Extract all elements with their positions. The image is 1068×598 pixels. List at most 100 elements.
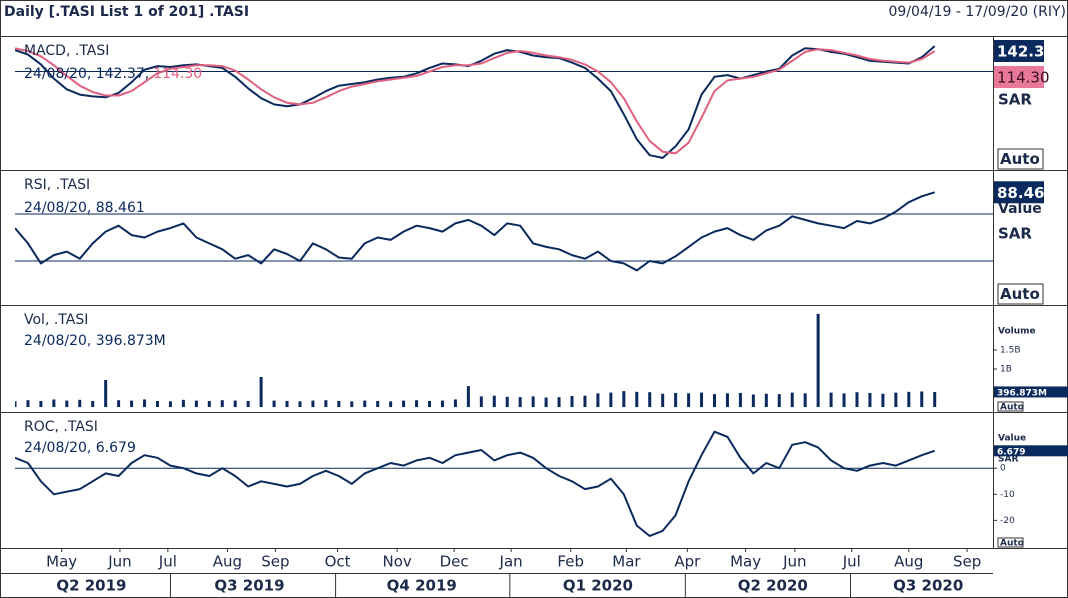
volume-bar [52, 399, 56, 408]
quarter-label: Q3 2019 [214, 577, 284, 595]
auto-label: Auto [1000, 150, 1040, 168]
volume-bar [363, 400, 367, 408]
last-value-label: 142.37 [997, 43, 1055, 61]
x-tick-label: Dec [440, 553, 469, 571]
y-tick-label: 0 [1000, 464, 1006, 474]
volume-bar [39, 400, 43, 408]
date-range: 09/04/19 - 17/09/20 (RIY) [889, 4, 1067, 20]
volume-bar [91, 400, 95, 408]
volume-bar [298, 401, 302, 408]
volume-bar [764, 393, 768, 408]
axis-label: Volume [998, 327, 1036, 337]
panel-name: ROC, .TASI [24, 419, 98, 435]
legend-entry: 24/08/20, 88.461 [24, 200, 145, 216]
volume-bar [687, 393, 691, 408]
volume-bar [829, 392, 833, 408]
y-tick-label: 1B [1000, 365, 1012, 375]
panel-name: MACD, .TASI [24, 43, 109, 59]
panel-name: RSI, .TASI [24, 177, 90, 193]
volume-bar [155, 400, 159, 408]
last-value-box [994, 40, 1044, 62]
volume-bar [492, 395, 496, 408]
x-tick-label: Jun [782, 553, 806, 571]
volume-bar [751, 394, 755, 408]
y-tick-label: -10 [1000, 490, 1015, 500]
volume-bar [233, 400, 237, 408]
plot-area [15, 430, 993, 537]
volume-bar [246, 400, 250, 408]
auto-label: Auto [1000, 403, 1024, 413]
volume-bar [803, 393, 807, 408]
volume-bar [881, 393, 885, 408]
x-tick-label: Sep [261, 553, 289, 571]
volume-bar [855, 392, 859, 408]
auto-label: Auto [1000, 285, 1040, 303]
auto-box [997, 283, 1044, 305]
volume-bar [15, 401, 17, 408]
series-line [15, 430, 936, 537]
x-tick-label: Aug [894, 553, 923, 571]
volume-bar [207, 400, 211, 408]
volume-bar [453, 399, 457, 408]
volume-bar [143, 399, 147, 408]
volume-bar [596, 393, 600, 408]
x-tick-label: Nov [382, 553, 411, 571]
auto-box [997, 148, 1044, 170]
volume-bar [130, 400, 134, 408]
volume-bar [65, 400, 69, 408]
plot-area [15, 313, 937, 408]
volume-bar [168, 401, 172, 408]
volume-bar [790, 392, 794, 408]
x-tick-label: Feb [557, 553, 584, 571]
volume-bar [712, 394, 716, 408]
volume-bar [285, 400, 289, 408]
x-tick-label: Apr [674, 553, 701, 571]
x-tick-label: Aug [213, 553, 242, 571]
x-tick-label: Jun [107, 553, 131, 571]
volume-bar [674, 392, 678, 408]
volume-bar [894, 392, 898, 408]
auto-box [997, 537, 1024, 548]
volume-bar [350, 401, 354, 408]
volume-bar [635, 391, 639, 408]
panel-legend: 24/08/20, 6.679 [24, 440, 136, 456]
volume-bar [78, 399, 82, 408]
last-value-box [994, 445, 1068, 457]
volume-bar [181, 399, 185, 408]
panel-legend: 24/08/20, 142.37, 114.30 [24, 66, 202, 82]
volume-bar [428, 400, 432, 408]
chart-title: Daily [.TASI List 1 of 201] .TASI [4, 4, 249, 20]
x-tick-label: Mar [612, 553, 641, 571]
volume-bar [700, 392, 704, 408]
unit-label: SAR [998, 455, 1018, 465]
volume-bar [324, 400, 328, 408]
volume-bar [725, 393, 729, 408]
volume-bar [777, 394, 781, 408]
volume-bar [738, 392, 742, 408]
panel-legend: 24/08/20, 396.873M [24, 333, 166, 349]
axis-label: Value [998, 201, 1042, 217]
last-value-box [994, 66, 1044, 88]
volume-bar [402, 400, 406, 408]
volume-bar [311, 400, 315, 408]
y-tick-label: -20 [1000, 516, 1015, 526]
volume-bar [868, 392, 872, 408]
x-tick-label: May [730, 553, 761, 571]
last-value-label: 114.30 [997, 69, 1050, 87]
auto-box [997, 401, 1024, 412]
last-value-box [994, 386, 1068, 398]
volume-bar [531, 396, 535, 408]
y-tick-label: 1.5B [1000, 345, 1021, 355]
volume-bar [337, 400, 341, 408]
volume-bar [466, 386, 470, 408]
volume-bar [220, 400, 224, 408]
volume-bar [104, 380, 108, 408]
x-tick-label: Jul [158, 553, 177, 571]
plot-area [15, 191, 993, 272]
volume-bar [570, 396, 574, 408]
axis-label: Value [998, 434, 1026, 444]
panel-name: Vol, .TASI [24, 312, 88, 328]
last-value-label: 88.461 [997, 184, 1055, 202]
